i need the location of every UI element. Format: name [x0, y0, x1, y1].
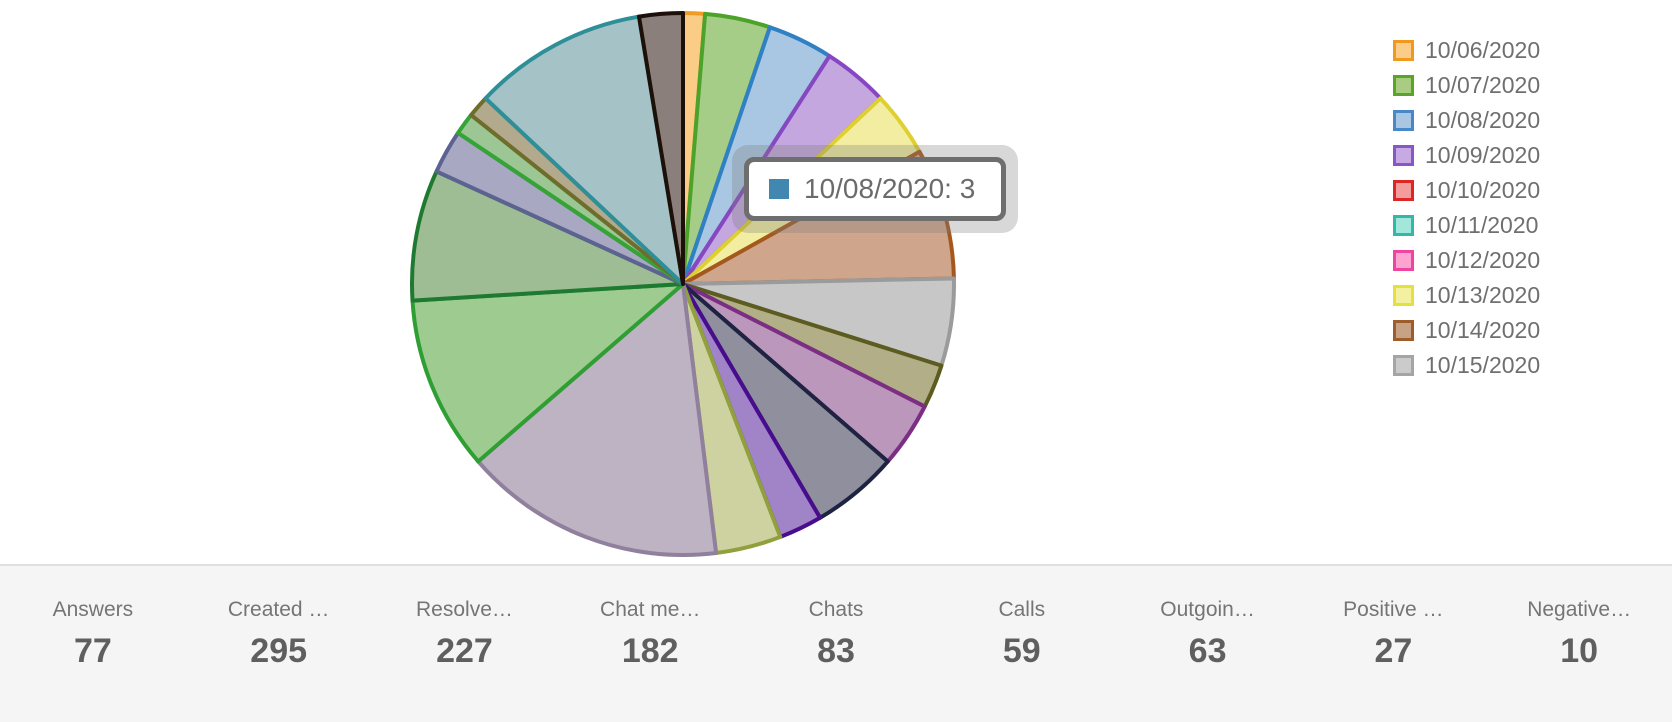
chart-legend: 10/06/2020 10/07/2020 10/08/2020 10/09/2020… — [1393, 37, 1541, 390]
legend-item-9[interactable]: 10/15/2020 — [1393, 352, 1541, 378]
tooltip-series-swatch-icon — [769, 179, 789, 199]
stats-bar: Answers 77 Created … 295 Resolve… 227 Chat me…… — [0, 564, 1672, 722]
legend-label: 10/15/2020 — [1425, 352, 1541, 378]
legend-item-1[interactable]: 10/07/2020 — [1393, 72, 1541, 98]
stat-label: Negative… — [1527, 598, 1632, 621]
pie-slice-13[interactable] — [410, 282, 685, 464]
stat-label: Outgoin… — [1160, 598, 1255, 621]
stat-item-4[interactable]: Chats 83 — [743, 566, 929, 722]
legend-item-7[interactable]: 10/13/2020 — [1393, 282, 1541, 308]
stat-label: Answers — [52, 598, 134, 621]
legend-swatch-icon — [1393, 145, 1414, 166]
legend-item-3[interactable]: 10/09/2020 — [1393, 142, 1541, 168]
chart-tooltip: 10/08/2020: 3 — [732, 145, 1019, 233]
legend-label: 10/09/2020 — [1425, 142, 1541, 168]
legend-label: 10/13/2020 — [1425, 282, 1541, 308]
legend-swatch-icon — [1393, 285, 1414, 306]
stat-item-3[interactable]: Chat me… 182 — [557, 566, 743, 722]
legend-item-5[interactable]: 10/11/2020 — [1393, 212, 1540, 238]
pie-slice-19[interactable] — [636, 11, 685, 286]
tooltip-box: 10/08/2020: 3 — [744, 157, 1007, 221]
stat-value: 77 — [73, 632, 112, 670]
stat-item-5[interactable]: Calls 59 — [929, 566, 1115, 722]
stat-item-2[interactable]: Resolve… 227 — [372, 566, 558, 722]
stat-value: 227 — [436, 632, 493, 670]
pie-slice-12[interactable] — [476, 282, 719, 557]
legend-item-8[interactable]: 10/14/2020 — [1393, 317, 1541, 343]
stat-value: 27 — [1374, 632, 1413, 670]
legend-item-2[interactable]: 10/08/2020 — [1393, 107, 1541, 133]
legend-label: 10/14/2020 — [1425, 317, 1541, 343]
legend-swatch-icon — [1393, 180, 1414, 201]
stat-value: 83 — [817, 632, 855, 670]
legend-label: 10/12/2020 — [1425, 247, 1541, 273]
stat-value: 63 — [1188, 632, 1227, 670]
legend-swatch-icon — [1393, 250, 1414, 271]
legend-item-6[interactable]: 10/12/2020 — [1393, 247, 1541, 273]
legend-label: 10/08/2020 — [1425, 107, 1541, 133]
legend-label: 10/10/2020 — [1425, 177, 1541, 203]
stat-value: 10 — [1560, 632, 1599, 670]
stat-label: Resolve… — [416, 598, 513, 621]
legend-label: 10/06/2020 — [1425, 37, 1541, 63]
stat-label: Positive … — [1343, 598, 1444, 621]
stat-item-0[interactable]: Answers 77 — [0, 566, 186, 722]
legend-swatch-icon — [1393, 355, 1414, 376]
stat-value: 295 — [250, 632, 308, 670]
legend-swatch-icon — [1393, 40, 1414, 61]
stat-label: Calls — [998, 598, 1046, 621]
stat-item-6[interactable]: Outgoin… 63 — [1115, 566, 1301, 722]
legend-swatch-icon — [1393, 320, 1414, 341]
pie-slice-18[interactable] — [483, 14, 685, 286]
stat-value: 182 — [621, 632, 679, 670]
pie-slice-14[interactable] — [410, 169, 685, 303]
stat-item-1[interactable]: Created … 295 — [186, 566, 372, 722]
tooltip-text: 10/08/2020: 3 — [804, 173, 976, 204]
legend-swatch-icon — [1393, 110, 1414, 131]
stat-label: Chats — [808, 598, 864, 621]
stat-value: 59 — [1002, 632, 1041, 670]
legend-item-4[interactable]: 10/10/2020 — [1393, 177, 1541, 203]
legend-swatch-icon — [1393, 215, 1414, 236]
legend-item-0[interactable]: 10/06/2020 — [1393, 37, 1541, 63]
stat-label: Chat me… — [600, 598, 701, 621]
legend-swatch-icon — [1393, 75, 1414, 96]
legend-label: 10/07/2020 — [1425, 72, 1541, 98]
stat-label: Created … — [227, 598, 330, 621]
legend-label: 10/11/2020 — [1425, 212, 1539, 238]
stat-item-8[interactable]: Negative… 10 — [1486, 566, 1672, 722]
stat-item-7[interactable]: Positive … 27 — [1300, 566, 1486, 722]
